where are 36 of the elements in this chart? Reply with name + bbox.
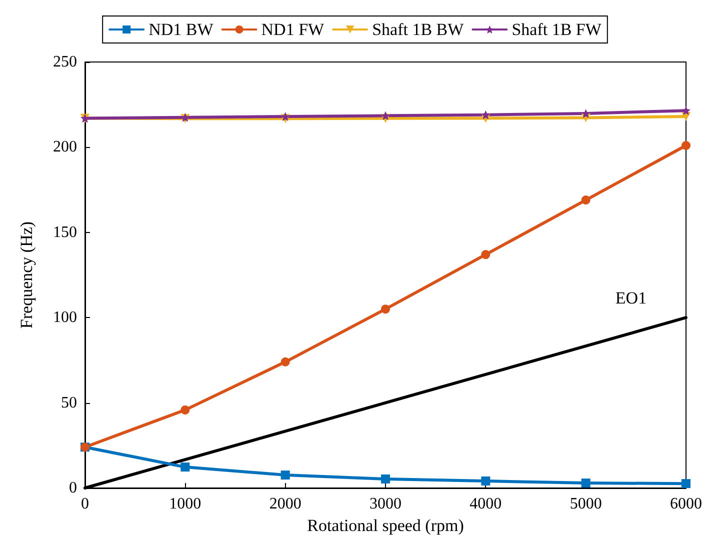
y-tick-label: 250	[53, 54, 77, 70]
point	[581, 196, 590, 205]
y-tick-label: 100	[53, 309, 77, 326]
y-tick-label: 200	[53, 138, 77, 156]
legend-label: ND1 FW	[261, 20, 326, 39]
point	[581, 478, 590, 488]
y-tick-label: 150	[53, 224, 77, 241]
x-axis-title: Rotational speed (rpm)	[307, 516, 464, 535]
point	[180, 405, 190, 414]
legend-label: Shaft 1B BW	[372, 20, 465, 39]
legend-label: ND1 BW	[148, 20, 214, 39]
x-tick-label: 5000	[570, 496, 602, 512]
x-tick-label: 4000	[470, 496, 502, 512]
x-tick-label: 1000	[169, 496, 202, 512]
y-tick-label: 50	[61, 394, 77, 412]
y-axis-title: Frequency (Hz)	[17, 221, 36, 329]
x-tick-label: 6000	[670, 496, 702, 512]
y-tick-label: 0	[69, 480, 77, 496]
point	[682, 479, 690, 488]
x-tick-label: 0	[81, 496, 89, 512]
point	[381, 474, 390, 484]
point	[381, 304, 390, 314]
point	[280, 357, 290, 366]
point	[180, 462, 190, 472]
point	[682, 106, 690, 116]
x-tick-label: 3000	[370, 496, 402, 512]
series-label: EO1	[615, 288, 647, 308]
point	[481, 250, 490, 260]
legend-label: Shaft 1B FW	[512, 20, 602, 39]
point	[280, 470, 290, 480]
point	[381, 111, 390, 120]
point	[682, 141, 690, 150]
point	[581, 108, 590, 118]
point	[481, 110, 490, 120]
x-tick-label: 2000	[269, 496, 302, 512]
point	[481, 476, 490, 486]
